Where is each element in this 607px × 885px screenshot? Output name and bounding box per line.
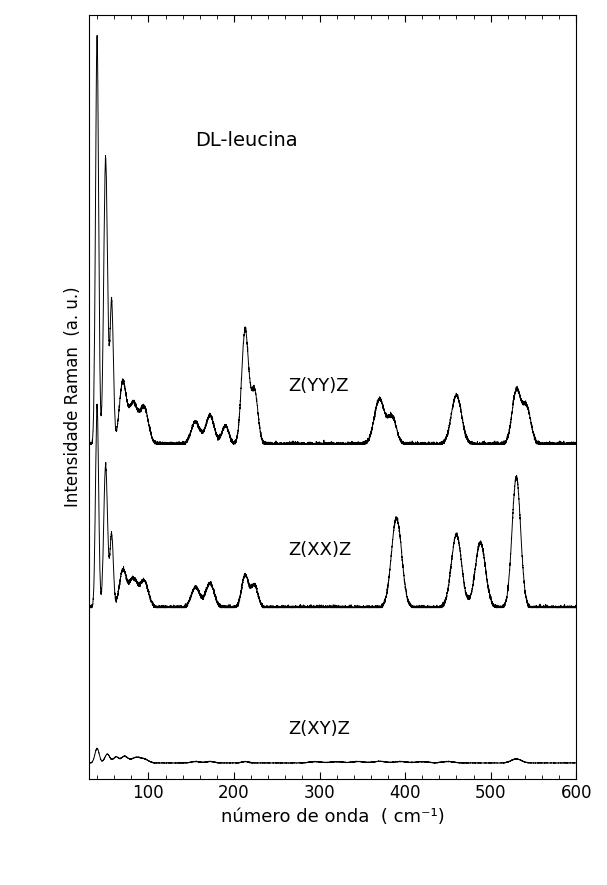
Y-axis label: Intensidade Raman  (a. u.): Intensidade Raman (a. u.) [64, 287, 81, 507]
Text: DL-leucina: DL-leucina [195, 131, 298, 150]
Text: Z(YY)Z: Z(YY)Z [288, 377, 348, 395]
X-axis label: número de onda  ( cm⁻¹): número de onda ( cm⁻¹) [220, 808, 444, 826]
Text: Z(XX)Z: Z(XX)Z [288, 541, 351, 558]
Text: Z(XY)Z: Z(XY)Z [288, 720, 350, 738]
